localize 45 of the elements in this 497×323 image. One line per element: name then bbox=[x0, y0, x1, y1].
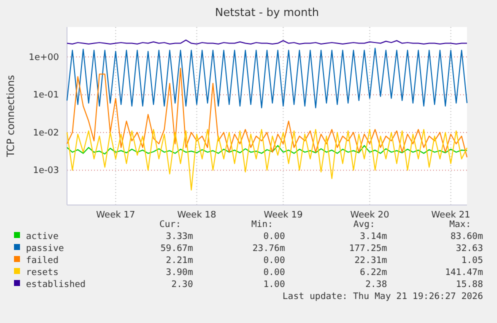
text: 1.00 bbox=[263, 280, 285, 290]
text: 22.31m bbox=[354, 256, 387, 266]
text: Last update: Thu May 21 19:26:27 2026 bbox=[282, 292, 483, 302]
line-series bbox=[66, 48, 468, 108]
text: 83.60m bbox=[450, 232, 483, 242]
text: 0.00 bbox=[263, 268, 285, 278]
text: Max: bbox=[449, 220, 471, 230]
x-tick-label: Week 21 bbox=[431, 210, 470, 220]
x-tick-label: Week 20 bbox=[350, 210, 390, 220]
text: 3.14m bbox=[360, 232, 387, 242]
text: 2.21m bbox=[166, 256, 193, 266]
text: Min: bbox=[251, 220, 273, 230]
text: 2.30 bbox=[171, 280, 193, 290]
y-tick-label: 1e-01 bbox=[33, 90, 59, 101]
text: 6.22m bbox=[360, 268, 387, 278]
y-axis-title: TCP connections bbox=[6, 74, 17, 158]
text: 141.47m bbox=[445, 268, 483, 278]
y-tick-label: 1e-03 bbox=[33, 166, 59, 176]
text: 3.90m bbox=[166, 268, 193, 278]
chart-title: Netstat - by month bbox=[214, 6, 320, 19]
text: Avg: bbox=[353, 220, 375, 230]
legend-label: resets bbox=[26, 268, 59, 278]
legend-label: failed bbox=[26, 256, 59, 266]
y-tick-label: 1e+00 bbox=[28, 52, 60, 63]
text: 59.67m bbox=[160, 244, 193, 254]
text: 2.38 bbox=[365, 280, 387, 290]
text: 15.88 bbox=[456, 280, 483, 290]
text: 3.33m bbox=[166, 232, 193, 242]
legend-label: established bbox=[26, 280, 86, 290]
line-series bbox=[66, 145, 468, 154]
text: 23.76m bbox=[252, 244, 285, 254]
text: 1.05 bbox=[461, 256, 483, 266]
x-tick-label: Week 17 bbox=[96, 210, 136, 220]
legend-label: active bbox=[26, 232, 59, 242]
legend-label: passive bbox=[26, 244, 64, 254]
line-series bbox=[66, 68, 468, 158]
text: Cur: bbox=[159, 220, 181, 230]
x-tick-label: Week 18 bbox=[177, 210, 216, 220]
text: 32.63 bbox=[456, 244, 483, 254]
text: 177.25m bbox=[349, 244, 387, 254]
text: 0.00 bbox=[263, 232, 285, 242]
line-series bbox=[66, 128, 468, 190]
y-tick-label: 1e-02 bbox=[33, 128, 59, 138]
x-tick-label: Week 19 bbox=[264, 210, 303, 220]
text: 0.00 bbox=[263, 256, 285, 266]
